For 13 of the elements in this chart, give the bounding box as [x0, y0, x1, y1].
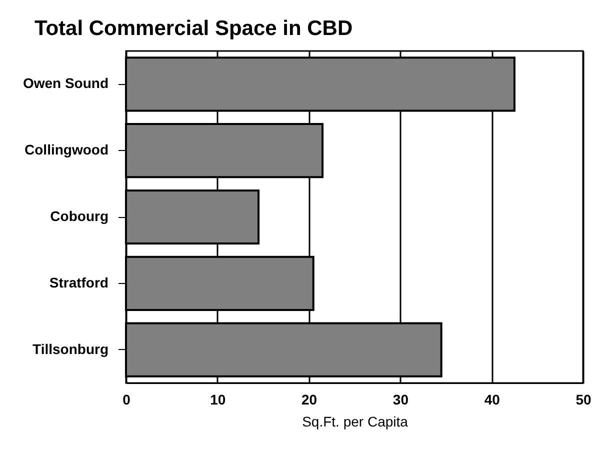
- x-tick-label: 50: [576, 392, 592, 408]
- x-tick-label: 20: [302, 392, 318, 408]
- y-tick-label: Stratford: [49, 274, 108, 290]
- x-tick-label: 0: [122, 392, 131, 408]
- y-tick-label: Tillsonburg: [32, 340, 108, 357]
- chart-title: Total Commercial Space in CBD: [34, 17, 353, 40]
- x-tick-label: 10: [210, 392, 226, 408]
- x-tick-label: 30: [392, 392, 409, 408]
- y-tick-label: Collingwood: [24, 142, 108, 158]
- y-tick-label: Cobourg: [50, 208, 108, 224]
- y-tick-label: Owen Sound: [22, 75, 108, 92]
- x-axis-title: Sq.Ft. per Capita: [302, 414, 408, 430]
- x-tick-label: 40: [484, 392, 500, 408]
